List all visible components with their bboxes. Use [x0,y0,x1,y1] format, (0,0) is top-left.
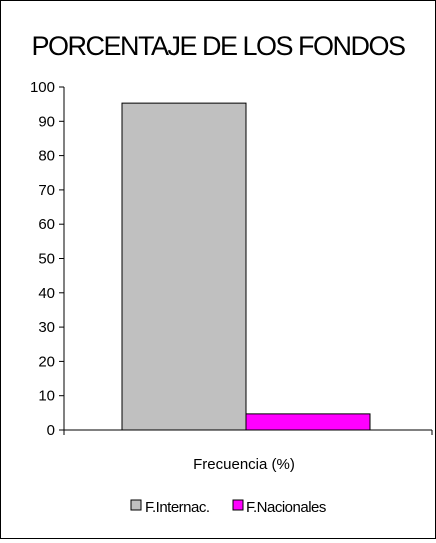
legend-label-f-internac: F.Internac. [145,499,210,516]
y-tick-label: 10 [38,388,55,405]
legend-swatch-f-nacionales [232,499,244,511]
y-tick-label: 50 [38,251,55,268]
y-tick-label: 0 [47,422,55,439]
chart-title: PORCENTAJE DE LOS FONDOS [31,31,405,61]
y-tick-label: 80 [38,148,55,165]
y-tick-label: 30 [38,319,55,336]
y-tick-label: 70 [38,182,55,199]
y-tick-label: 40 [38,285,55,302]
legend-label-f-nacionales: F.Nacionales [246,499,326,516]
y-axis-ticks: 0 10 20 30 40 50 60 70 80 90 100 [30,79,433,439]
x-axis-label: Frecuencia (%) [193,456,295,473]
legend-swatch-f-internac [130,499,142,511]
y-tick-label: 90 [38,113,55,130]
bar-f-internac [121,102,247,431]
y-tick-label: 100 [30,79,55,96]
legend: F.Internac. F.Nacionales [130,499,326,516]
y-tick-label: 20 [38,353,55,370]
bar-f-nacionales [245,413,371,431]
y-tick-label: 60 [38,216,55,233]
bars [121,102,371,431]
